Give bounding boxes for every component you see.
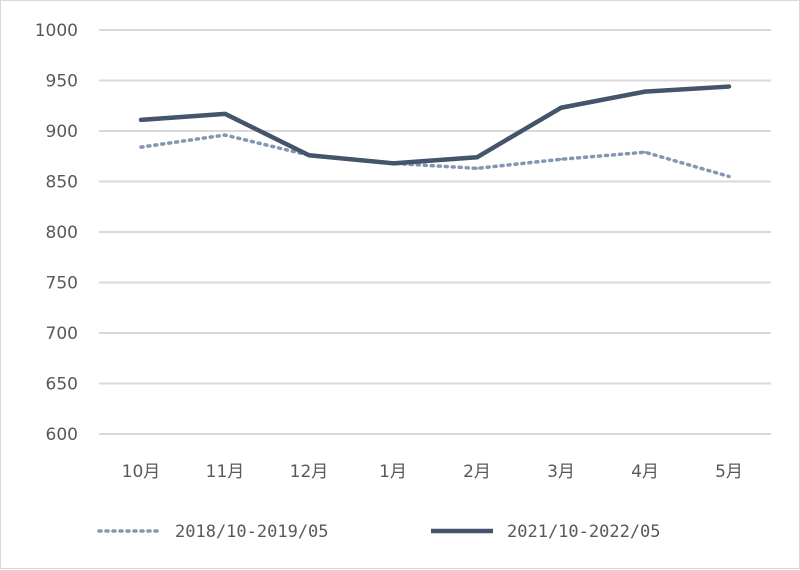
- x-tick-label: 12月: [290, 462, 329, 482]
- y-tick-label: 1000: [35, 21, 78, 41]
- data-point: [559, 158, 563, 161]
- legend-item-2: 2021/10-2022/05: [431, 522, 661, 542]
- y-tick-label: 900: [46, 122, 78, 142]
- x-tick-label: 2月: [463, 462, 491, 482]
- data-point: [559, 106, 563, 109]
- data-point: [643, 90, 647, 93]
- x-tick-label: 1月: [379, 462, 407, 482]
- series-lines: [138, 84, 732, 179]
- y-tick-label: 850: [46, 173, 78, 193]
- y-axis-labels: 600 650 700 750 800 850 900 950 1000: [35, 21, 78, 445]
- y-tick-label: 800: [46, 223, 78, 243]
- gridlines: [99, 29, 771, 435]
- y-tick-label: 700: [46, 324, 78, 344]
- data-point: [475, 156, 479, 159]
- data-point: [139, 145, 143, 149]
- y-tick-label: 950: [46, 72, 78, 92]
- data-point: [139, 118, 143, 122]
- x-axis-labels: 10月 11月 12月 1月 2月 3月 4月 5月: [122, 462, 743, 482]
- x-tick-label: 3月: [547, 462, 575, 482]
- legend: 2018/10-2019/05 2021/10-2022/05: [97, 522, 661, 542]
- data-point: [223, 133, 227, 137]
- x-tick-label: 4月: [631, 462, 659, 482]
- legend-label: 2018/10-2019/05: [175, 522, 329, 542]
- data-point: [307, 154, 311, 157]
- data-point: [727, 85, 731, 88]
- data-point: [727, 175, 731, 178]
- x-tick-label: 5月: [715, 462, 743, 482]
- legend-item-1: 2018/10-2019/05: [97, 522, 329, 542]
- legend-label: 2021/10-2022/05: [507, 522, 661, 542]
- x-tick-label: 11月: [206, 462, 245, 482]
- y-tick-label: 650: [46, 375, 78, 395]
- data-point: [223, 112, 227, 116]
- y-tick-label: 750: [46, 274, 78, 294]
- y-tick-label: 600: [46, 425, 78, 445]
- data-point: [643, 151, 647, 154]
- series-line-1: [139, 133, 731, 179]
- series-line-2: [138, 84, 732, 166]
- data-point: [391, 162, 395, 165]
- data-point: [475, 167, 479, 170]
- x-tick-label: 10月: [122, 462, 161, 482]
